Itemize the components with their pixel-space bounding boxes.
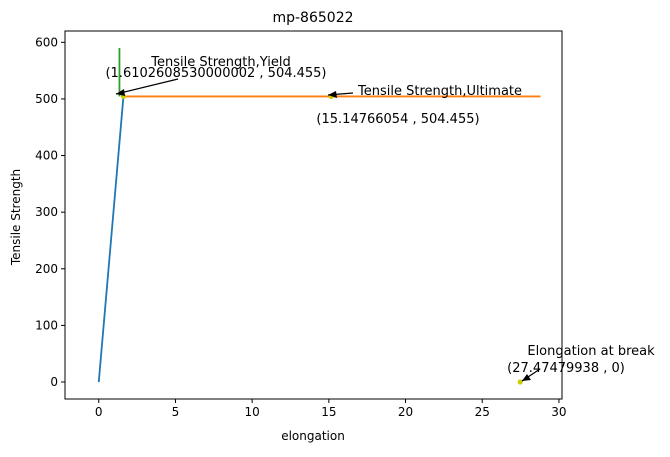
yield-annotation-title: Tensile Strength,Yield (150, 55, 290, 70)
ultimate-annotation-coords: (15.14766054 , 504.455) (316, 112, 479, 127)
yield-arrowhead (116, 89, 125, 96)
x-tick-label: 10 (245, 405, 260, 419)
yield-annotation-arrow (115, 78, 179, 95)
point-markers (120, 93, 523, 385)
yield-annotation-coords: (1.6102608530000002 , 504.455) (105, 66, 326, 81)
ultimate-annotation-title: Tensile Strength,Ultimate (357, 84, 522, 99)
y-tick-label: 600 (35, 35, 58, 49)
break-arrowhead (522, 374, 531, 381)
y-tick-label: 300 (35, 205, 58, 219)
x-tick-label: 30 (551, 405, 566, 419)
y-axis-label: Tensile Strength (9, 169, 23, 266)
x-tick-label: 15 (321, 405, 336, 419)
break-annotation-title: Elongation at break (527, 344, 655, 359)
plot-frame (64, 30, 563, 400)
y-tick-label: 400 (35, 149, 58, 163)
y-tick-label: 100 (35, 318, 58, 332)
ultimate-arrowhead (328, 91, 337, 98)
x-tick-label: 25 (475, 405, 490, 419)
x-tick-label: 20 (398, 405, 413, 419)
series-line-0 (97, 96, 125, 383)
data-point-2 (517, 379, 523, 385)
y-tick-label: 200 (35, 262, 58, 276)
x-tick-label: 5 (172, 405, 180, 419)
chart-title: mp-865022 (272, 10, 353, 26)
break-annotation-coords: (27.47479938 , 0) (507, 361, 625, 376)
x-tick-label: 0 (95, 405, 103, 419)
y-tick-label: 0 (50, 375, 58, 389)
x-axis-label: elongation (281, 429, 345, 443)
y-tick-label: 500 (35, 92, 58, 106)
